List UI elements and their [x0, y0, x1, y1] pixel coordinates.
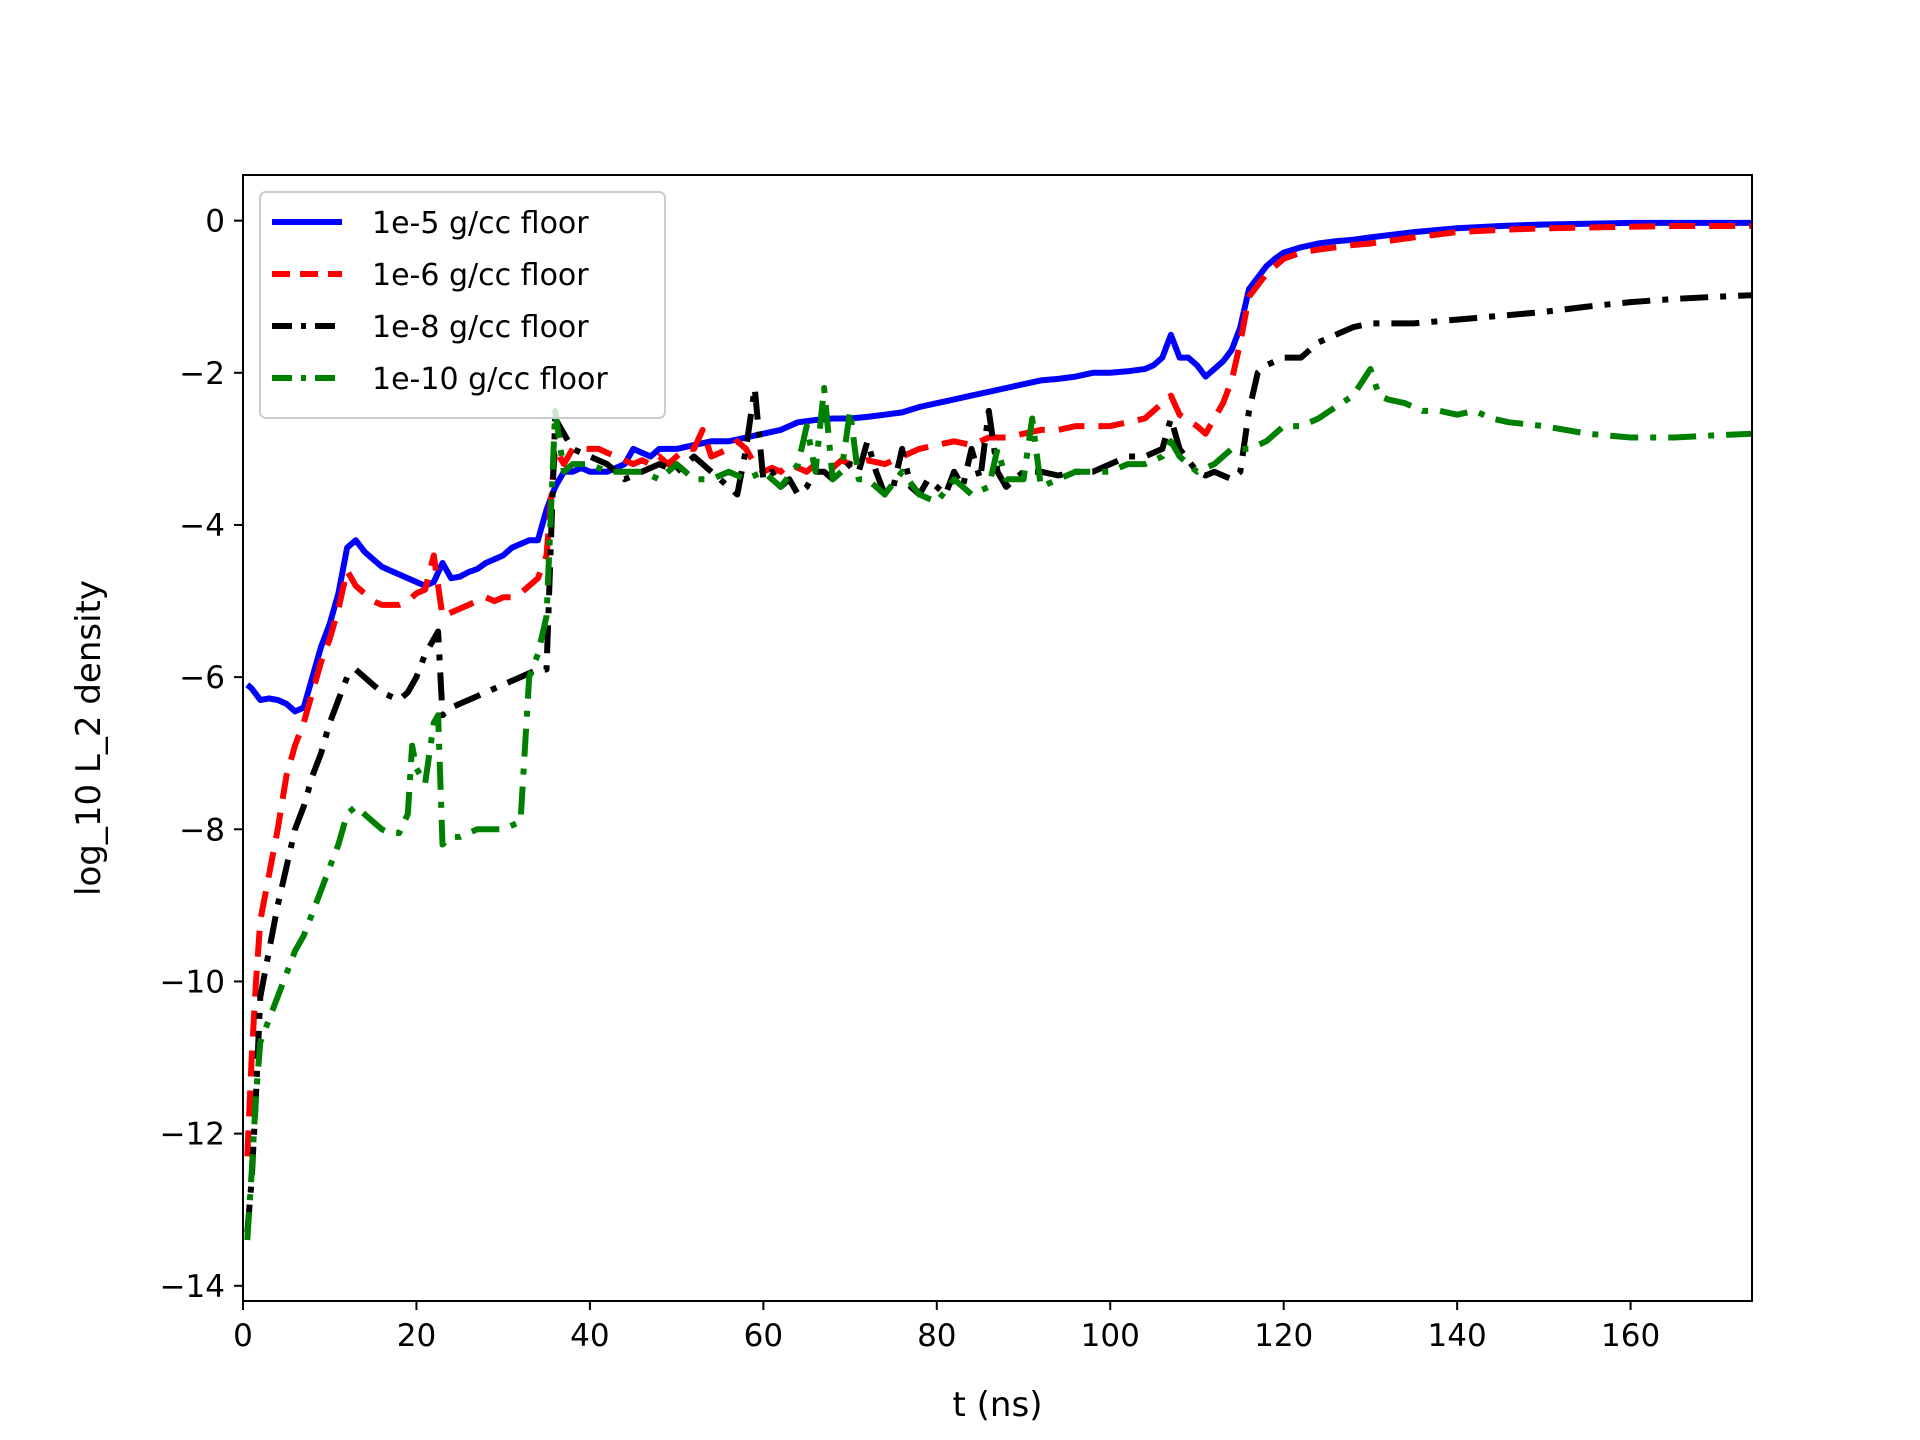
y-tick-label: −8: [179, 812, 225, 848]
x-tick-label: 140: [1428, 1318, 1487, 1354]
y-tick-label: −2: [179, 356, 225, 392]
x-tick-label: 20: [397, 1318, 436, 1354]
y-axis-label: log_10 L_2 density: [69, 580, 109, 896]
y-axis: 0 −2 −4 −6 −8 −10 −12 −14: [160, 204, 243, 1305]
y-tick-label: −12: [160, 1117, 225, 1153]
x-axis: 0 20 40 60 80 100 120 140 160: [233, 1301, 1660, 1354]
y-tick-label: 0: [205, 204, 225, 240]
x-tick-label: 80: [917, 1318, 956, 1354]
y-tick-label: −6: [179, 660, 225, 696]
x-tick-label: 60: [744, 1318, 783, 1354]
series-layer: [244, 219, 1752, 1241]
legend-label-4: 1e-10 g/cc floor: [372, 362, 608, 397]
y-tick-label: −14: [160, 1269, 225, 1305]
legend-label-2: 1e-6 g/cc floor: [372, 258, 589, 293]
series-line-4: [244, 366, 1752, 1241]
x-axis-label: t (ns): [953, 1385, 1043, 1425]
legend: 1e-5 g/cc floor 1e-6 g/cc floor 1e-8 g/cc …: [259, 191, 666, 419]
legend-box: [259, 191, 666, 419]
series-line-2: [244, 223, 1752, 1157]
x-tick-label: 40: [570, 1318, 609, 1354]
x-tick-label: 120: [1254, 1318, 1313, 1354]
series-line-1: [245, 219, 1752, 715]
legend-label-1: 1e-5 g/cc floor: [372, 206, 589, 241]
x-tick-label: 160: [1601, 1318, 1660, 1354]
y-tick-label: −4: [179, 508, 225, 544]
x-tick-label: 0: [233, 1318, 253, 1354]
x-tick-label: 100: [1081, 1318, 1140, 1354]
plot-frame: [242, 174, 1753, 1302]
legend-label-3: 1e-8 g/cc floor: [372, 310, 589, 345]
y-tick-label: −10: [160, 964, 225, 1000]
